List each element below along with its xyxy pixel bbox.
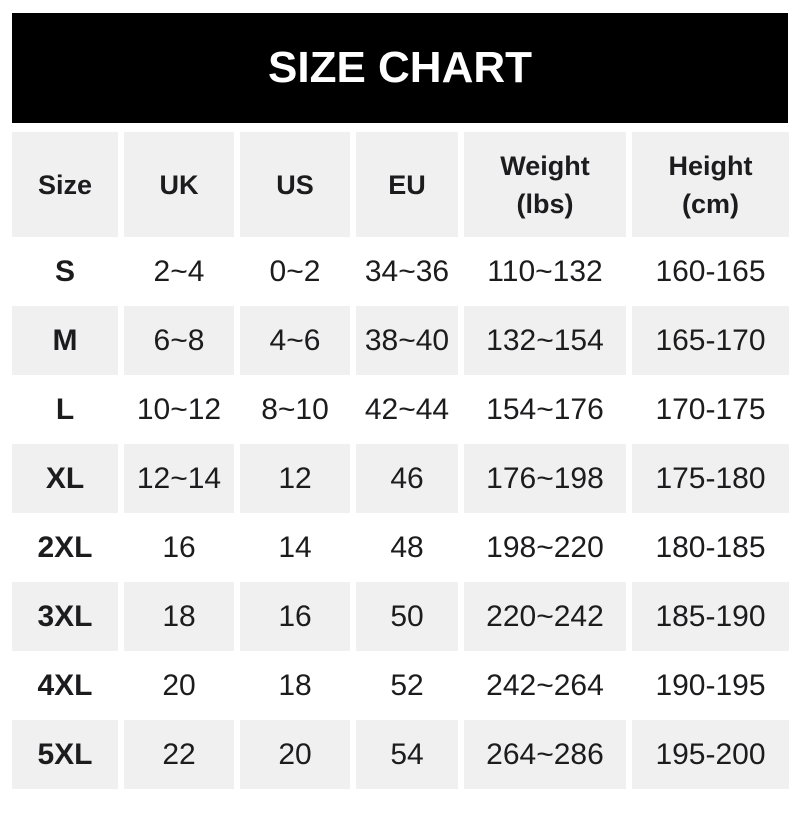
cell-weight-lbs: 154~176 — [486, 392, 604, 426]
table-row: 3XL 18 16 50 220~242 185-190 — [12, 582, 789, 651]
col-header-size: Size — [12, 132, 118, 237]
size-chart-table: Size UK US EU Weight (lbs) Height (cm) S 2~4 0~… — [6, 132, 795, 789]
cell-eu: 54 — [356, 720, 458, 789]
cell-size: XL — [12, 444, 118, 513]
cell-eu: 46 — [356, 444, 458, 513]
table-row: 2XL 16 14 48 198~220 180-185 — [12, 513, 789, 582]
col-header-height-cm: Height (cm) — [632, 132, 789, 237]
cell-eu: 50 — [356, 582, 458, 651]
col-header-weight-lbs: Weight (lbs) — [464, 132, 626, 237]
col-header-uk: UK — [124, 132, 234, 237]
cell-weight-lbs: 176~198 — [464, 444, 626, 513]
size-table-body: S 2~4 0~2 34~36 110~132 160-165 M 6~8 4~6 38~40 13… — [12, 237, 789, 789]
cell-height-cm: 160-165 — [655, 254, 766, 288]
cell-us: 18 — [278, 668, 312, 702]
cell-uk: 18 — [124, 582, 234, 651]
cell-height-cm: 180-185 — [655, 530, 766, 564]
cell-uk: 20 — [162, 668, 196, 702]
cell-size: M — [12, 306, 118, 375]
col-header-us: US — [240, 132, 350, 237]
cell-eu: 52 — [390, 668, 424, 702]
cell-us: 20 — [240, 720, 350, 789]
col-header-eu: EU — [356, 132, 458, 237]
cell-us: 16 — [240, 582, 350, 651]
cell-size: 4XL — [37, 668, 93, 702]
cell-us: 14 — [278, 530, 312, 564]
cell-eu: 34~36 — [364, 254, 450, 288]
cell-us: 12 — [240, 444, 350, 513]
cell-weight-lbs: 220~242 — [464, 582, 626, 651]
cell-height-cm: 195-200 — [632, 720, 789, 789]
cell-size: L — [55, 392, 75, 426]
cell-eu: 38~40 — [356, 306, 458, 375]
cell-eu: 48 — [390, 530, 424, 564]
cell-us: 0~2 — [269, 254, 321, 288]
cell-size: 3XL — [12, 582, 118, 651]
cell-height-cm: 175-180 — [632, 444, 789, 513]
cell-height-cm: 170-175 — [655, 392, 766, 426]
cell-us: 4~6 — [240, 306, 350, 375]
cell-us: 8~10 — [261, 392, 329, 426]
table-row: 5XL 22 20 54 264~286 195-200 — [12, 720, 789, 789]
cell-uk: 6~8 — [124, 306, 234, 375]
cell-weight-lbs: 110~132 — [487, 254, 603, 288]
cell-size: 5XL — [12, 720, 118, 789]
table-row: 4XL 20 18 52 242~264 190-195 — [12, 651, 789, 720]
cell-uk: 22 — [124, 720, 234, 789]
cell-size: 2XL — [37, 530, 93, 564]
cell-uk: 2~4 — [153, 254, 205, 288]
table-row: L 10~12 8~10 42~44 154~176 170-175 — [12, 375, 789, 444]
cell-weight-lbs: 242~264 — [486, 668, 604, 702]
cell-height-cm: 190-195 — [655, 668, 766, 702]
cell-uk: 10~12 — [136, 392, 222, 426]
cell-weight-lbs: 198~220 — [486, 530, 604, 564]
cell-height-cm: 165-170 — [632, 306, 789, 375]
cell-weight-lbs: 264~286 — [464, 720, 626, 789]
table-row: S 2~4 0~2 34~36 110~132 160-165 — [12, 237, 789, 306]
table-row: XL 12~14 12 46 176~198 175-180 — [12, 444, 789, 513]
header-row: Size UK US EU Weight (lbs) Height (cm) — [12, 132, 789, 237]
table-row: M 6~8 4~6 38~40 132~154 165-170 — [12, 306, 789, 375]
cell-height-cm: 185-190 — [632, 582, 789, 651]
cell-weight-lbs: 132~154 — [464, 306, 626, 375]
size-chart-banner: SIZE CHART — [12, 13, 788, 123]
cell-eu: 42~44 — [364, 392, 450, 426]
banner-title: SIZE CHART — [268, 43, 532, 92]
cell-uk: 16 — [162, 530, 196, 564]
cell-uk: 12~14 — [124, 444, 234, 513]
cell-size: S — [54, 254, 75, 288]
